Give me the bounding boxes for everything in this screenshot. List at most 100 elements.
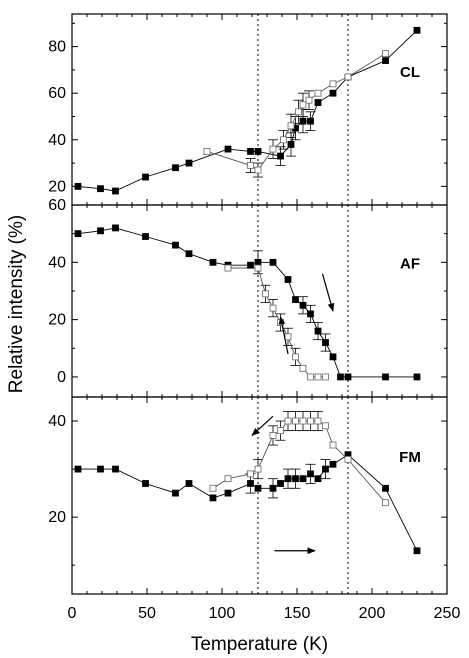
hysteresis-arrow — [251, 415, 274, 437]
hysteresis-arrow — [278, 315, 289, 355]
data-point-open — [305, 96, 313, 104]
data-point-filled — [322, 465, 329, 473]
data-point-filled — [277, 152, 284, 160]
panel-cl: 20 40 60 80 CL — [48, 13, 448, 206]
data-point-filled — [413, 26, 421, 34]
data-point-filled — [292, 296, 299, 303]
data-point-open — [203, 148, 211, 155]
data-point-filled — [142, 173, 149, 181]
data-point-open — [322, 373, 329, 381]
data-point-open — [224, 264, 232, 272]
y-tick-label: 80 — [48, 39, 66, 56]
data-point-open — [269, 432, 277, 439]
data-point-open — [224, 475, 232, 483]
data-point-filled — [172, 241, 179, 249]
data-point-open — [269, 145, 277, 153]
y-tick-label: 20 — [48, 178, 66, 195]
panel-label: CL — [400, 64, 420, 81]
panel-frame — [71, 396, 448, 595]
data-point-filled — [185, 480, 193, 487]
data-point-filled — [269, 484, 277, 492]
panel-frame — [71, 13, 448, 206]
data-point-open — [254, 465, 262, 473]
data-point-filled — [209, 494, 217, 502]
data-point-open — [284, 417, 292, 425]
panel-fm: 20 40 FM — [48, 396, 448, 595]
y-tick-label: 20 — [48, 509, 66, 526]
data-point-filled — [307, 470, 314, 478]
data-point-filled — [337, 373, 344, 381]
data-point-open — [247, 470, 254, 478]
data-point-filled — [97, 465, 104, 473]
data-point-filled — [314, 99, 322, 106]
data-point-open — [314, 417, 322, 425]
data-point-filled — [142, 233, 149, 240]
data-point-filled — [185, 250, 193, 258]
hysteresis-arrow — [321, 273, 335, 312]
data-point-open — [314, 89, 322, 97]
data-point-filled — [329, 353, 337, 361]
data-point-filled — [299, 117, 307, 125]
data-point-filled — [74, 465, 82, 473]
data-point-filled — [224, 489, 232, 497]
y-tick-label: 40 — [48, 413, 66, 430]
y-axis-title: Relative intensity (%) — [6, 215, 27, 393]
data-point-filled — [74, 230, 82, 238]
data-point-open — [280, 136, 287, 144]
data-point-filled — [382, 484, 389, 492]
data-point-filled — [344, 373, 352, 381]
data-point-filled — [97, 185, 104, 193]
data-point-open — [344, 73, 352, 81]
x-tick-label: 200 — [359, 605, 386, 622]
data-point-open — [299, 417, 307, 425]
data-point-open — [287, 122, 295, 130]
data-point-filled — [247, 148, 254, 155]
data-point-filled — [329, 89, 337, 97]
y-tick-label: 40 — [48, 254, 66, 271]
x-tick-label: 100 — [209, 605, 236, 622]
data-point-open — [247, 162, 254, 169]
data-point-open — [382, 50, 389, 57]
data-point-filled — [185, 159, 193, 167]
data-point-filled — [382, 373, 389, 381]
series-line-filled — [77, 227, 417, 378]
data-point-filled — [277, 480, 284, 487]
data-point-filled — [287, 141, 295, 148]
x-tick-label: 50 — [138, 605, 156, 622]
series-line-open — [212, 420, 386, 503]
data-point-filled — [322, 339, 329, 346]
series-line-filled — [78, 454, 418, 552]
data-point-open — [299, 101, 307, 109]
data-point-filled — [209, 258, 217, 266]
data-point-filled — [74, 182, 82, 190]
data-point-filled — [307, 117, 314, 125]
data-point-open — [277, 427, 284, 435]
data-point-open — [314, 373, 322, 381]
data-point-filled — [112, 465, 119, 473]
data-point-filled — [254, 258, 262, 266]
panel-af: 0 20 40 60 AF — [48, 197, 448, 398]
panel-label: AF — [400, 255, 420, 272]
data-point-filled — [172, 164, 179, 172]
data-point-filled — [97, 227, 104, 235]
data-point-filled — [172, 489, 179, 497]
data-point-filled — [314, 475, 322, 483]
data-point-filled — [224, 145, 232, 153]
data-point-filled — [329, 460, 337, 468]
y-tick-label: 60 — [48, 197, 66, 214]
data-point-filled — [269, 258, 277, 266]
data-point-open — [344, 456, 352, 463]
data-point-open — [209, 484, 217, 492]
data-point-open — [295, 108, 302, 116]
panel-frame — [71, 204, 448, 398]
data-point-open — [292, 353, 299, 361]
data-point-filled — [254, 148, 262, 155]
data-point-filled — [142, 480, 149, 487]
x-tick-label: 150 — [284, 605, 311, 622]
data-point-open — [269, 304, 277, 312]
x-axis-title: Temperature (K) — [191, 634, 328, 655]
data-point-open — [382, 499, 389, 507]
x-tick-label: 250 — [434, 605, 461, 622]
data-point-filled — [112, 224, 119, 232]
